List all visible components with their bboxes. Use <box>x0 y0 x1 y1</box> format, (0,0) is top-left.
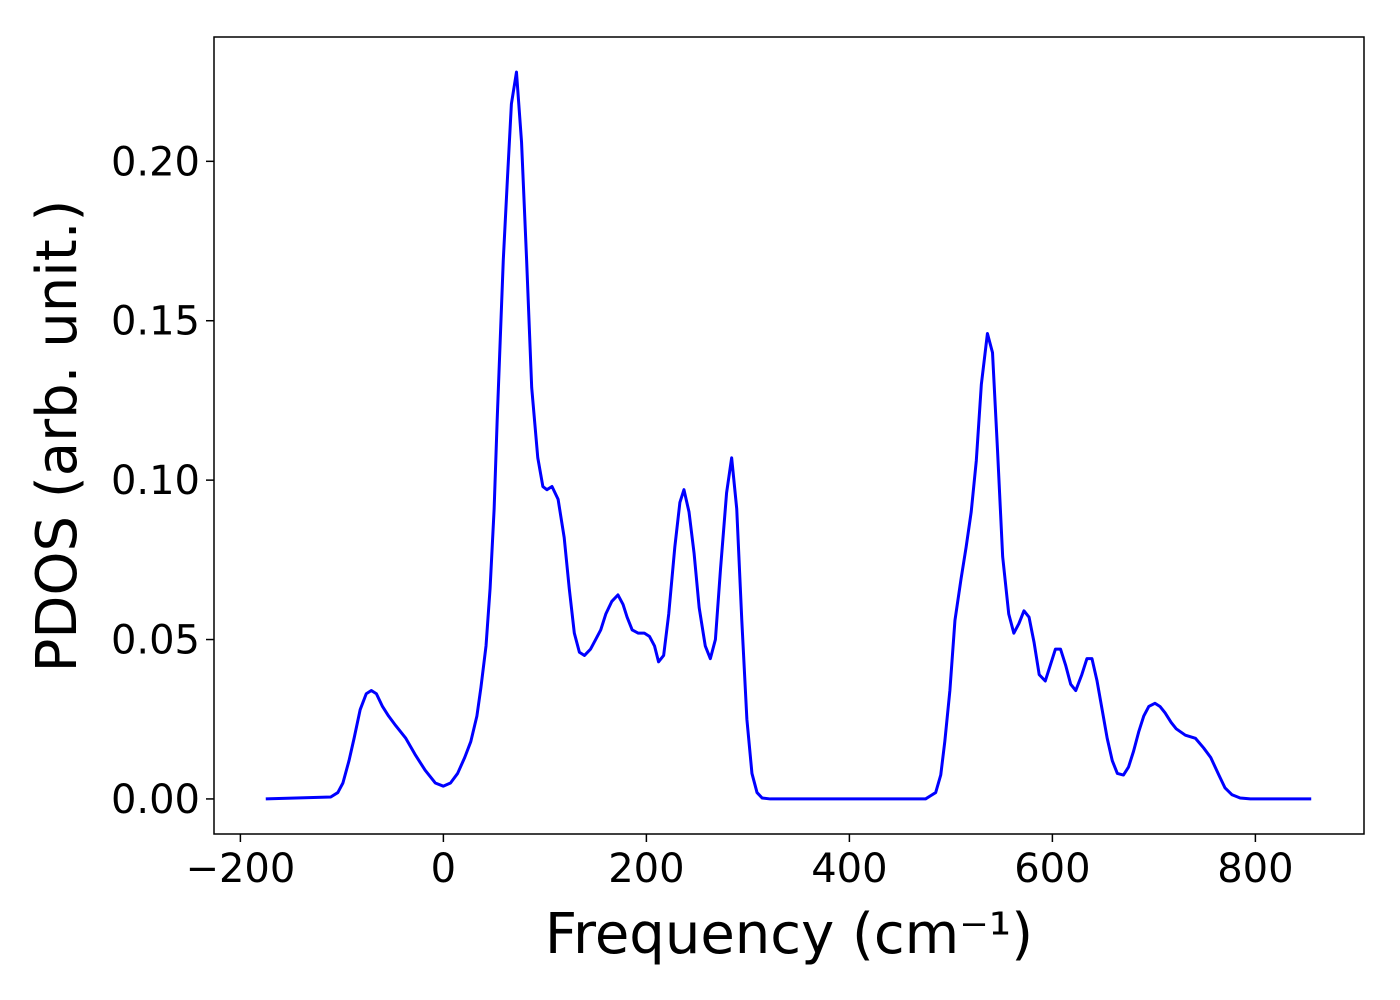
x-axis-label: Frequency (cm⁻¹) <box>545 902 1033 967</box>
plot-frame <box>213 36 1365 835</box>
x-tick-label: 800 <box>1217 846 1293 892</box>
x-tick-label: 0 <box>431 846 456 892</box>
y-tick-label: 0.05 <box>111 618 200 664</box>
y-axis-label: PDOS (arb. unit.) <box>25 200 90 673</box>
x-tick-label: 200 <box>608 846 684 892</box>
y-tick-label: 0.20 <box>111 139 200 185</box>
y-tick-label: 0.15 <box>111 299 200 345</box>
x-tick-label: −200 <box>185 846 295 892</box>
y-tick-label: 0.00 <box>111 777 200 823</box>
y-tick-label: 0.10 <box>111 458 200 504</box>
x-tick-label: 600 <box>1014 846 1090 892</box>
x-tick-label: 400 <box>811 846 887 892</box>
line-series <box>265 70 1312 801</box>
